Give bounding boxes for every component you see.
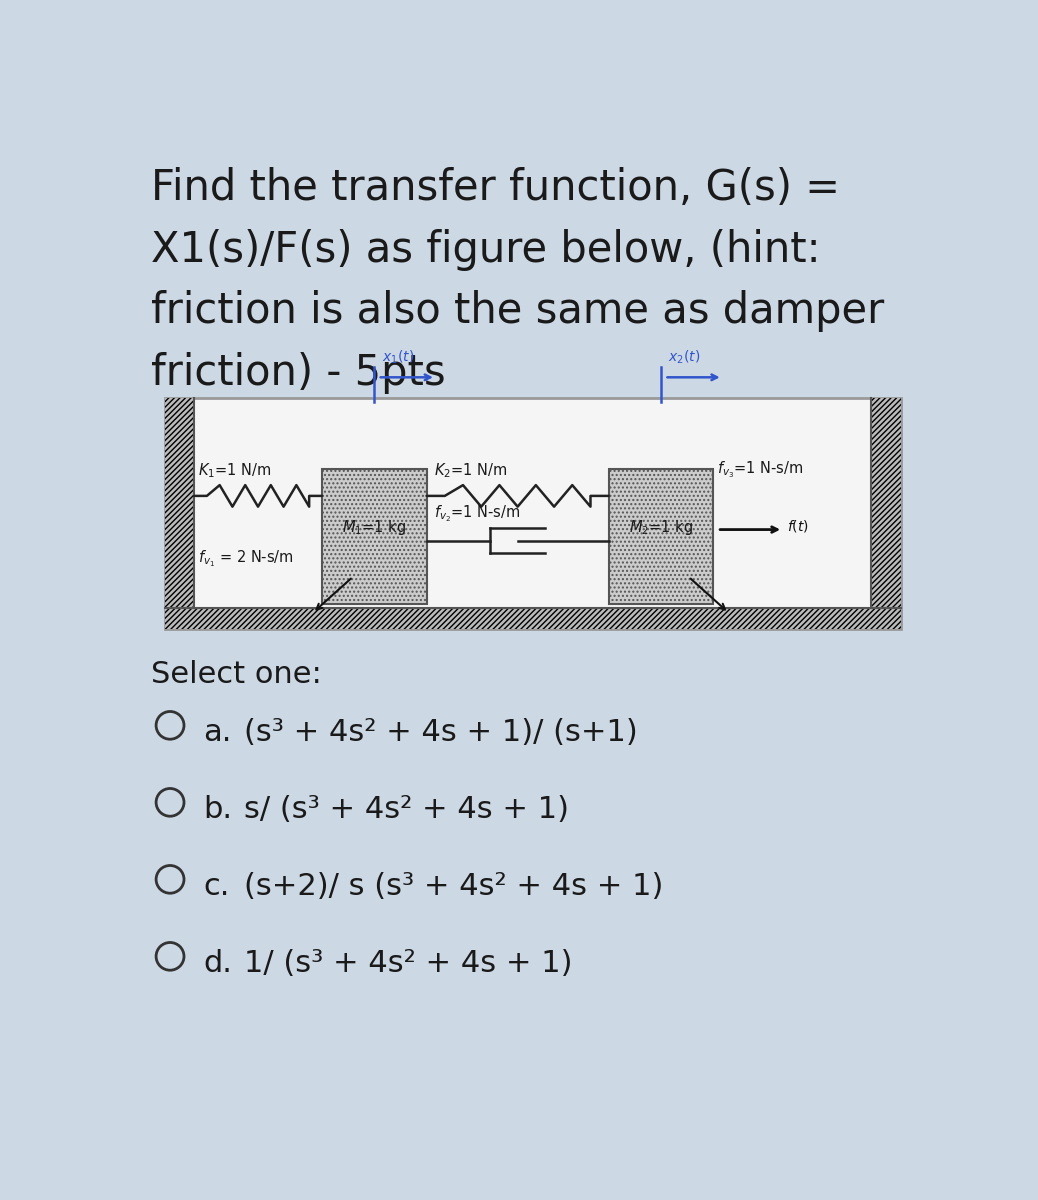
Text: d.: d.	[203, 949, 233, 978]
Text: $K_1$=1 N/m: $K_1$=1 N/m	[198, 462, 272, 480]
Bar	[165, 398, 194, 607]
Bar	[165, 607, 901, 629]
Text: s/ (s³ + 4s² + 4s + 1): s/ (s³ + 4s² + 4s + 1)	[245, 794, 570, 823]
Text: $f_{v_2}$=1 N-s/m: $f_{v_2}$=1 N-s/m	[434, 503, 521, 523]
Text: $f_{v_3}$=1 N-s/m: $f_{v_3}$=1 N-s/m	[717, 460, 803, 480]
Text: $f_{v_1}$ = 2 N-s/m: $f_{v_1}$ = 2 N-s/m	[198, 548, 294, 569]
Text: 1/ (s³ + 4s² + 4s + 1): 1/ (s³ + 4s² + 4s + 1)	[245, 949, 573, 978]
Text: $x_2(t)$: $x_2(t)$	[668, 348, 701, 366]
Text: friction is also the same as damper: friction is also the same as damper	[152, 290, 884, 332]
Text: b.: b.	[203, 794, 233, 823]
Text: $K_2$=1 N/m: $K_2$=1 N/m	[434, 462, 508, 480]
Text: friction) - 5pts: friction) - 5pts	[152, 352, 446, 394]
Bar	[608, 469, 713, 604]
Text: (s+2)/ s (s³ + 4s² + 4s + 1): (s+2)/ s (s³ + 4s² + 4s + 1)	[245, 871, 664, 901]
Text: $x_1(t)$: $x_1(t)$	[382, 348, 414, 366]
Bar	[872, 398, 901, 607]
Text: $M_1$=1 kg: $M_1$=1 kg	[343, 517, 406, 536]
Bar	[165, 398, 901, 629]
Bar	[322, 469, 427, 604]
Text: Select one:: Select one:	[152, 660, 322, 689]
Text: a.: a.	[203, 718, 231, 746]
Text: $f(t)$: $f(t)$	[787, 518, 809, 534]
Text: $M_2$=1 kg: $M_2$=1 kg	[629, 517, 693, 536]
Text: (s³ + 4s² + 4s + 1)/ (s+1): (s³ + 4s² + 4s + 1)/ (s+1)	[245, 718, 638, 746]
Text: c.: c.	[203, 871, 229, 901]
Text: X1(s)/F(s) as figure below, (hint:: X1(s)/F(s) as figure below, (hint:	[152, 229, 821, 271]
Text: Find the transfer function, G(s) =: Find the transfer function, G(s) =	[152, 167, 841, 209]
